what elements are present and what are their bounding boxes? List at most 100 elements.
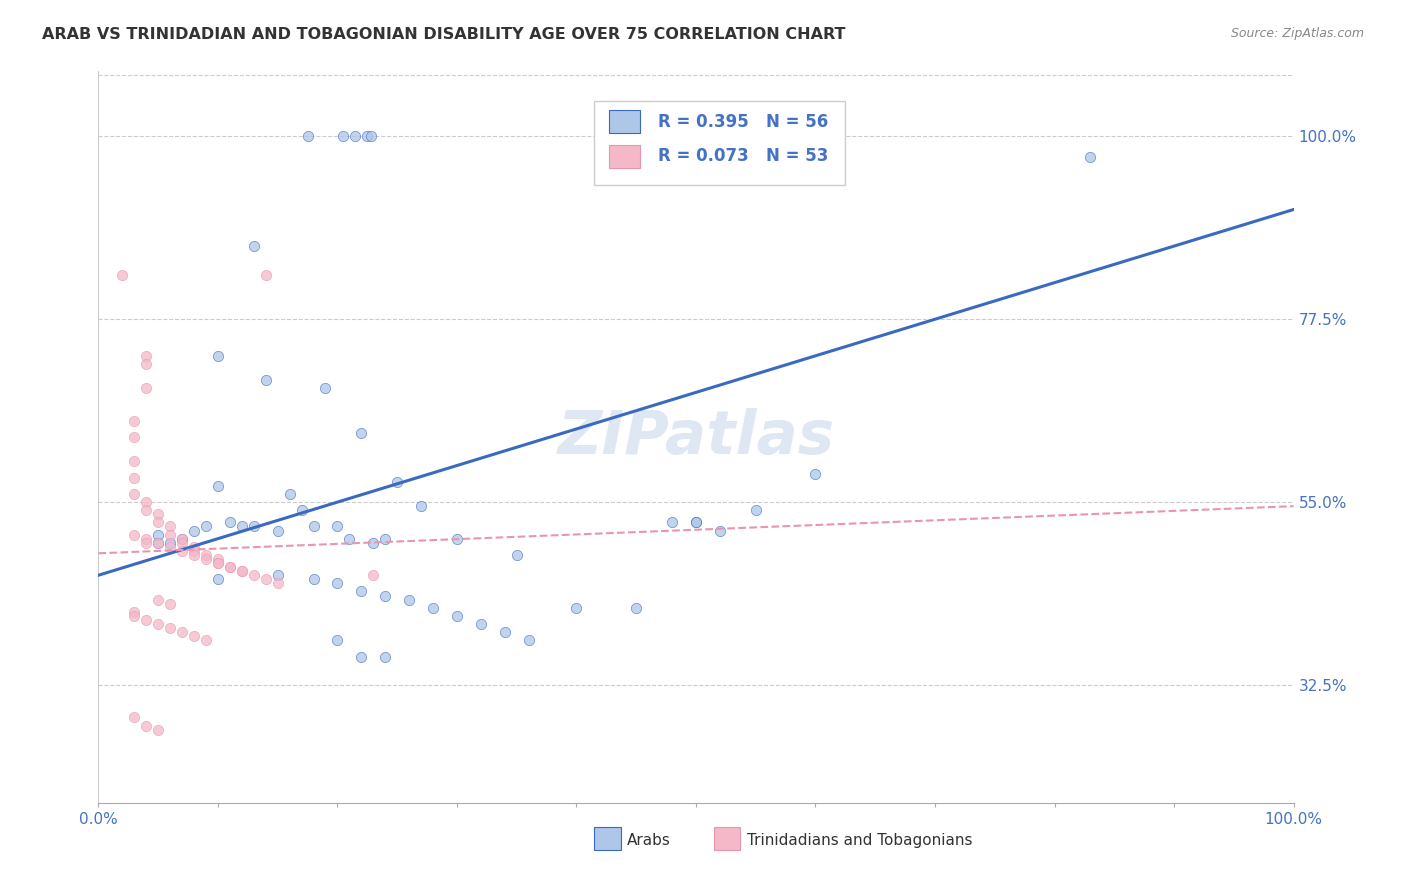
Point: [374, 589, 396, 603]
Point: [148, 617, 170, 632]
Point: [124, 471, 146, 485]
Point: [385, 475, 409, 489]
Point: [267, 568, 290, 582]
Text: ARAB VS TRINIDADIAN AND TOBAGONIAN DISABILITY AGE OVER 75 CORRELATION CHART: ARAB VS TRINIDADIAN AND TOBAGONIAN DISAB…: [42, 27, 845, 42]
Point: [356, 129, 378, 144]
Point: [124, 527, 146, 541]
Point: [339, 532, 361, 546]
Point: [207, 552, 229, 566]
Point: [363, 568, 385, 582]
Point: [183, 629, 205, 643]
Point: [148, 535, 170, 549]
Point: [506, 548, 529, 562]
Point: [315, 381, 337, 395]
Point: [267, 524, 290, 538]
Point: [709, 524, 731, 538]
Point: [124, 710, 146, 724]
Point: [422, 600, 444, 615]
Point: [398, 592, 420, 607]
Point: [297, 129, 319, 144]
Point: [135, 535, 157, 549]
Point: [124, 605, 146, 619]
Point: [148, 516, 170, 530]
Point: [124, 608, 146, 623]
Point: [159, 597, 181, 611]
Point: [135, 495, 157, 509]
Point: [661, 516, 683, 530]
Point: [278, 487, 301, 501]
Point: [207, 556, 229, 570]
Point: [148, 508, 170, 522]
Point: [374, 649, 396, 664]
Point: [183, 544, 205, 558]
Point: [745, 503, 768, 517]
Point: [685, 516, 707, 530]
Point: [195, 548, 218, 562]
Point: [124, 487, 146, 501]
Point: [183, 524, 205, 538]
Point: [135, 357, 157, 371]
Point: [207, 572, 229, 586]
Point: [159, 535, 181, 549]
Point: [172, 544, 194, 558]
Point: [267, 576, 290, 591]
Point: [135, 613, 157, 627]
Point: [135, 532, 157, 546]
Point: [243, 519, 266, 533]
Point: [243, 239, 266, 253]
Point: [159, 621, 181, 635]
FancyBboxPatch shape: [609, 145, 640, 168]
Point: [302, 572, 325, 586]
Point: [565, 600, 588, 615]
Point: [135, 718, 157, 732]
Point: [172, 535, 194, 549]
Point: [243, 568, 266, 582]
Point: [350, 425, 373, 440]
Point: [231, 564, 253, 578]
Point: [172, 625, 194, 640]
Point: [332, 129, 354, 144]
Point: [219, 516, 242, 530]
Point: [804, 467, 827, 481]
Point: [207, 479, 229, 493]
FancyBboxPatch shape: [609, 111, 640, 133]
Point: [219, 560, 242, 574]
Point: [148, 592, 170, 607]
Point: [135, 381, 157, 395]
Point: [159, 519, 181, 533]
Text: R = 0.395   N = 56: R = 0.395 N = 56: [658, 112, 828, 131]
Point: [195, 552, 218, 566]
Point: [159, 540, 181, 554]
Text: Source: ZipAtlas.com: Source: ZipAtlas.com: [1230, 27, 1364, 40]
Point: [291, 503, 314, 517]
Point: [148, 723, 170, 737]
Text: R = 0.073   N = 53: R = 0.073 N = 53: [658, 147, 828, 166]
Text: Arabs: Arabs: [627, 832, 671, 847]
Point: [374, 532, 396, 546]
Point: [326, 519, 349, 533]
Point: [207, 556, 229, 570]
Point: [344, 129, 367, 144]
Text: ZIPatlas: ZIPatlas: [557, 408, 835, 467]
FancyBboxPatch shape: [595, 827, 620, 850]
Point: [183, 540, 205, 554]
Point: [254, 373, 277, 387]
Point: [207, 349, 229, 363]
Point: [1080, 150, 1102, 164]
Point: [159, 527, 181, 541]
Point: [148, 535, 170, 549]
Point: [363, 535, 385, 549]
Point: [111, 268, 134, 282]
Point: [350, 584, 373, 599]
Point: [124, 414, 146, 428]
Point: [326, 576, 349, 591]
Point: [183, 548, 205, 562]
Point: [446, 608, 468, 623]
Point: [326, 633, 349, 648]
Text: Trinidadians and Tobagonians: Trinidadians and Tobagonians: [748, 832, 973, 847]
Point: [626, 600, 648, 615]
Point: [231, 519, 253, 533]
Point: [446, 532, 468, 546]
FancyBboxPatch shape: [714, 827, 740, 850]
Point: [124, 430, 146, 444]
